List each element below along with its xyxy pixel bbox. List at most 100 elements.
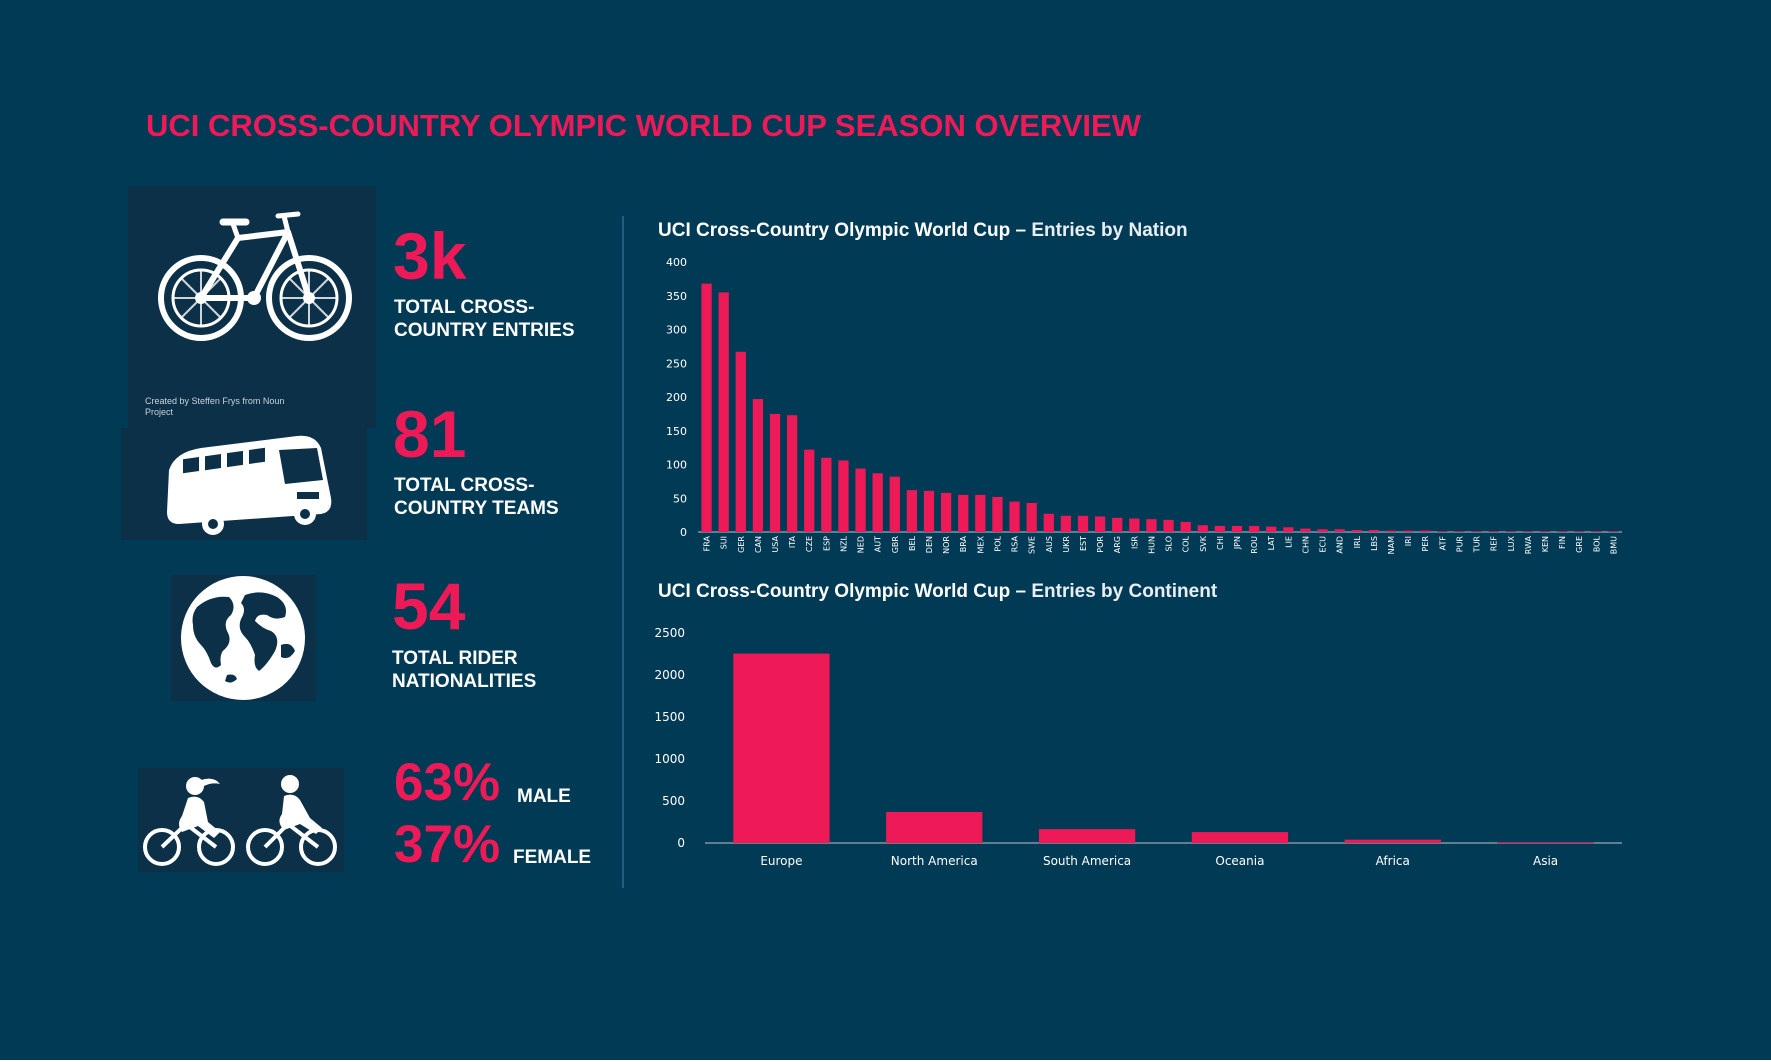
nation-bar-per bbox=[1420, 530, 1431, 532]
nation-bar-nzl bbox=[838, 460, 849, 532]
nation-x-tick-bol: BOL bbox=[1592, 535, 1601, 552]
male-label: MALE bbox=[517, 786, 571, 807]
continent-y-tick-4: 2000 bbox=[654, 668, 685, 682]
entries-label: TOTAL CROSS- COUNTRY ENTRIES bbox=[394, 296, 575, 342]
nation-x-tick-ger: GER bbox=[737, 536, 746, 553]
nation-bar-pol bbox=[992, 496, 1003, 532]
nation-x-tick-chn: CHN bbox=[1301, 536, 1310, 554]
nation-x-tick-ref: REF bbox=[1490, 536, 1499, 552]
nation-chart-title-prefix: UCI Cross-Country Olympic World Cup – bbox=[658, 220, 1032, 241]
nation-x-tick-svk: SVK bbox=[1199, 535, 1208, 552]
nation-x-tick-and: AND bbox=[1336, 536, 1345, 554]
nation-x-tick-jpn: JPN bbox=[1233, 536, 1242, 550]
nation-bar-isr bbox=[1129, 518, 1140, 532]
continent-bar-asia bbox=[1497, 842, 1594, 844]
nation-x-tick-lux: LUX bbox=[1507, 535, 1516, 551]
nation-x-tick-fra: FRA bbox=[703, 535, 712, 551]
nation-bar-fin bbox=[1556, 531, 1568, 532]
nation-bar-ger bbox=[735, 351, 746, 532]
nation-x-tick-ned: NED bbox=[857, 536, 866, 553]
nation-x-tick-per: PER bbox=[1421, 536, 1430, 552]
nation-x-tick-por: POR bbox=[1096, 536, 1105, 553]
nation-bar-bel bbox=[906, 490, 918, 532]
continent-y-tick-2: 1000 bbox=[654, 752, 685, 766]
continent-bar-africa bbox=[1344, 839, 1441, 843]
nation-bar-and bbox=[1334, 529, 1345, 532]
male-value: 63% bbox=[394, 753, 501, 812]
nation-x-tick-rwa: RWA bbox=[1524, 535, 1533, 554]
continent-y-tick-0: 0 bbox=[677, 836, 685, 850]
nation-x-tick-chi: CHI bbox=[1216, 536, 1225, 550]
bicycle-icon bbox=[128, 186, 376, 428]
nation-bar-ecu bbox=[1317, 529, 1328, 532]
nation-bar-lbs bbox=[1368, 529, 1380, 532]
nation-x-tick-lat: LAT bbox=[1267, 536, 1276, 550]
nation-x-tick-arg: ARG bbox=[1113, 536, 1122, 553]
nation-bar-lux bbox=[1505, 531, 1516, 532]
nation-x-tick-gbr: GBR bbox=[891, 536, 900, 554]
nation-y-tick-1: 50 bbox=[673, 492, 687, 505]
nation-y-tick-4: 200 bbox=[666, 391, 687, 404]
nation-chart-title: UCI Cross-Country Olympic World Cup – En… bbox=[658, 220, 1188, 242]
nation-bar-iri bbox=[1402, 530, 1414, 532]
nation-bar-irl bbox=[1351, 529, 1362, 532]
nation-bar-pur bbox=[1454, 531, 1465, 532]
nation-x-tick-lbs: LBS bbox=[1370, 536, 1379, 551]
nation-x-tick-sui: SUI bbox=[720, 536, 729, 549]
continent-x-tick-north-america: North America bbox=[891, 854, 978, 868]
divider bbox=[622, 216, 624, 888]
nation-x-tick-est: EST bbox=[1079, 536, 1088, 551]
nation-x-tick-bel: BEL bbox=[908, 535, 917, 551]
nation-bar-ken bbox=[1539, 531, 1551, 532]
nation-bar-por bbox=[1094, 516, 1106, 532]
teams-label-line-1: TOTAL CROSS- bbox=[394, 475, 535, 496]
nation-x-tick-can: CAN bbox=[754, 536, 763, 553]
cyclists-icon bbox=[138, 768, 344, 872]
nation-x-tick-aus: AUS bbox=[1045, 536, 1054, 552]
nation-bar-chn bbox=[1300, 528, 1311, 532]
nation-y-tick-7: 350 bbox=[666, 290, 687, 303]
continent-x-tick-asia: Asia bbox=[1533, 854, 1558, 868]
continent-x-tick-europe: Europe bbox=[760, 854, 802, 868]
nation-bar-gbr bbox=[889, 476, 900, 532]
nation-x-tick-nam: NAM bbox=[1387, 536, 1396, 554]
icon-credit: Created by Steffen Frys from Noun Projec… bbox=[145, 396, 285, 417]
continent-x-tick-south-america: South America bbox=[1043, 854, 1131, 868]
nation-x-tick-ita: ITA bbox=[788, 535, 797, 548]
nation-x-tick-aut: AUT bbox=[874, 536, 883, 552]
entries-label-line-1: TOTAL CROSS- bbox=[394, 297, 535, 318]
nation-x-tick-nzl: NZL bbox=[839, 535, 848, 551]
nation-y-tick-3: 150 bbox=[666, 425, 687, 438]
nation-bar-lie bbox=[1283, 527, 1294, 532]
nation-bar-col bbox=[1180, 521, 1191, 532]
nation-bar-usa bbox=[769, 413, 781, 532]
nation-x-tick-slo: SLO bbox=[1165, 536, 1174, 552]
nation-x-tick-rsa: RSA bbox=[1011, 535, 1020, 552]
nation-x-tick-mex: MEX bbox=[976, 535, 985, 553]
nation-x-tick-rou: ROU bbox=[1250, 536, 1259, 554]
nation-x-tick-bmu: BMU bbox=[1609, 536, 1618, 554]
teams-label-line-2: COUNTRY TEAMS bbox=[394, 498, 559, 519]
continent-bar-north-america bbox=[886, 811, 983, 843]
nation-bar-ned bbox=[855, 468, 866, 532]
teams-label: TOTAL CROSS- COUNTRY TEAMS bbox=[394, 474, 559, 520]
teams-value: 81 bbox=[393, 397, 467, 471]
continent-chart-title-prefix: UCI Cross-Country Olympic World Cup – bbox=[658, 581, 1032, 602]
nation-x-tick-usa: USA bbox=[771, 535, 780, 552]
nation-bar-bra bbox=[958, 494, 969, 532]
nation-bar-ukr bbox=[1060, 515, 1072, 532]
nation-bar-den bbox=[923, 490, 935, 532]
nation-bar-jpn bbox=[1231, 525, 1243, 532]
nation-x-tick-lie: LIE bbox=[1284, 536, 1293, 548]
nation-bar-svk bbox=[1197, 525, 1208, 532]
nation-y-tick-6: 300 bbox=[666, 324, 687, 337]
nation-bar-aut bbox=[872, 473, 883, 532]
nation-x-tick-ecu: ECU bbox=[1319, 536, 1328, 553]
continent-bar-oceania bbox=[1191, 832, 1289, 843]
nation-y-tick-2: 100 bbox=[666, 459, 687, 472]
nation-x-tick-col: COL bbox=[1182, 535, 1191, 552]
nationalities-label-line-1: TOTAL RIDER bbox=[392, 648, 518, 669]
nation-bar-ref bbox=[1488, 531, 1499, 532]
